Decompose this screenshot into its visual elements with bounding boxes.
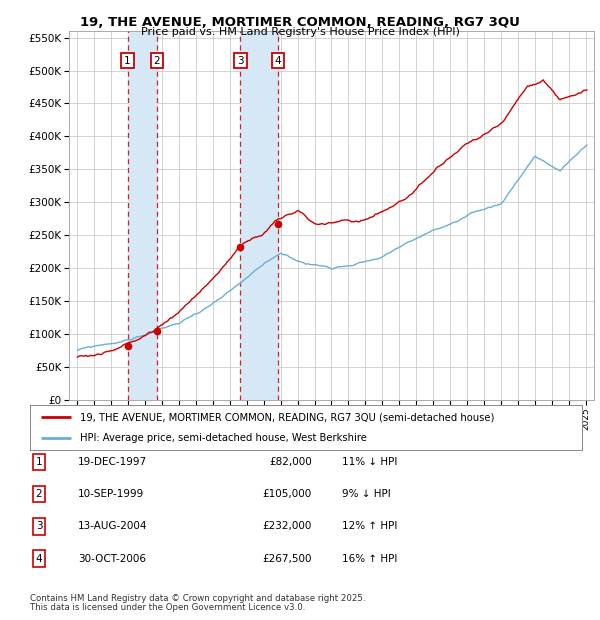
Text: 9% ↓ HPI: 9% ↓ HPI	[342, 489, 391, 499]
Text: Price paid vs. HM Land Registry's House Price Index (HPI): Price paid vs. HM Land Registry's House …	[140, 27, 460, 37]
Text: 1: 1	[124, 56, 131, 66]
Text: 19, THE AVENUE, MORTIMER COMMON, READING, RG7 3QU (semi-detached house): 19, THE AVENUE, MORTIMER COMMON, READING…	[80, 412, 494, 422]
Text: £232,000: £232,000	[263, 521, 312, 531]
Text: £105,000: £105,000	[263, 489, 312, 499]
Text: HPI: Average price, semi-detached house, West Berkshire: HPI: Average price, semi-detached house,…	[80, 433, 367, 443]
Text: 4: 4	[35, 554, 43, 564]
Text: 19, THE AVENUE, MORTIMER COMMON, READING, RG7 3QU: 19, THE AVENUE, MORTIMER COMMON, READING…	[80, 16, 520, 29]
Text: 3: 3	[35, 521, 43, 531]
Text: 10-SEP-1999: 10-SEP-1999	[78, 489, 144, 499]
Text: This data is licensed under the Open Government Licence v3.0.: This data is licensed under the Open Gov…	[30, 603, 305, 612]
Text: 12% ↑ HPI: 12% ↑ HPI	[342, 521, 397, 531]
Bar	[241, 31, 278, 400]
Text: 19-DEC-1997: 19-DEC-1997	[78, 457, 147, 467]
Bar	[128, 31, 157, 400]
Text: 1: 1	[35, 457, 43, 467]
Text: 2: 2	[35, 489, 43, 499]
Text: 2: 2	[154, 56, 160, 66]
Text: 13-AUG-2004: 13-AUG-2004	[78, 521, 148, 531]
Text: 11% ↓ HPI: 11% ↓ HPI	[342, 457, 397, 467]
Text: Contains HM Land Registry data © Crown copyright and database right 2025.: Contains HM Land Registry data © Crown c…	[30, 593, 365, 603]
Text: 30-OCT-2006: 30-OCT-2006	[78, 554, 146, 564]
Text: £82,000: £82,000	[269, 457, 312, 467]
Text: 16% ↑ HPI: 16% ↑ HPI	[342, 554, 397, 564]
Text: £267,500: £267,500	[263, 554, 312, 564]
Text: 4: 4	[275, 56, 281, 66]
Text: 3: 3	[237, 56, 244, 66]
